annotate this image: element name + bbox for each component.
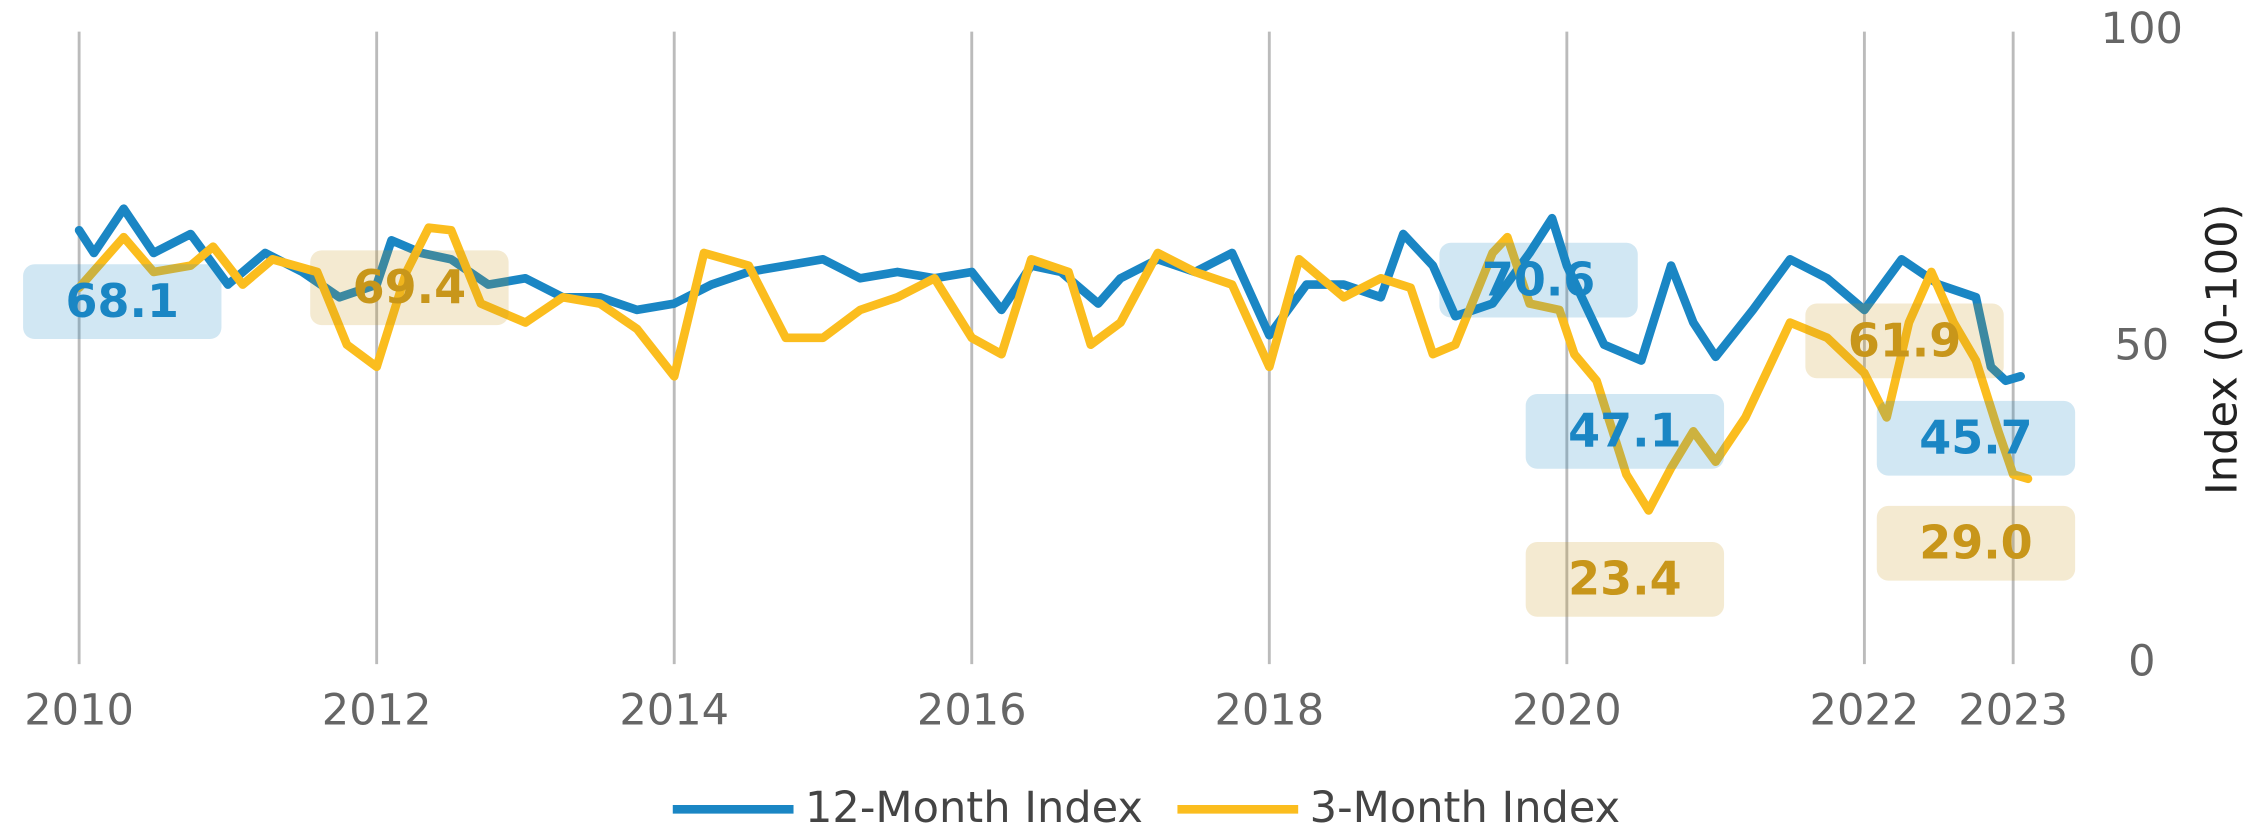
- x-tick-label: 2023: [1958, 685, 2068, 735]
- annotation-box: [23, 264, 222, 340]
- series-line: [74, 223, 2033, 515]
- x-tick-label: 2018: [1214, 685, 1324, 735]
- legend-label: 12-Month Index: [805, 783, 1143, 833]
- annotation: 68.1: [23, 264, 222, 340]
- annotation-box: [1805, 303, 2004, 379]
- series-line: [74, 204, 2025, 386]
- annotation-box: [310, 250, 509, 326]
- legend-item: 3-Month Index: [1177, 783, 1620, 833]
- y-tick-label: 100: [2101, 4, 2183, 54]
- x-tick-label: 2022: [1810, 685, 1920, 735]
- annotation-box: [1439, 242, 1638, 318]
- x-tick-label: 2010: [24, 685, 134, 735]
- annotation: 29.0: [1876, 505, 2076, 581]
- annotation-label: 47.1: [1568, 404, 1681, 458]
- y-tick-label: 0: [2128, 637, 2155, 687]
- annotation-label: 23.4: [1568, 552, 1681, 606]
- legend-item: 12-Month Index: [672, 783, 1143, 833]
- annotation: 47.1: [1525, 393, 1725, 469]
- annotation: 61.9: [1805, 303, 2004, 379]
- annotation-label: 70.6: [1482, 253, 1595, 307]
- annotation: 70.6: [1439, 242, 1638, 318]
- annotation-box: [1525, 393, 1725, 469]
- annotation-label: 45.7: [1919, 411, 2032, 465]
- x-tick-label: 2016: [917, 685, 1027, 735]
- annotation-box: [1876, 505, 2076, 581]
- annotation-label: 69.4: [353, 260, 466, 314]
- y-axis-title: Index (0-100): [2198, 204, 2248, 495]
- x-tick-label: 2014: [619, 685, 729, 735]
- annotation-label: 29.0: [1919, 516, 2032, 570]
- annotation-label: 68.1: [66, 274, 179, 328]
- x-tick-label: 2020: [1512, 685, 1622, 735]
- annotation: 45.7: [1876, 400, 2076, 476]
- annotation-box: [1876, 400, 2076, 476]
- x-tick-label: 2012: [322, 685, 432, 735]
- annotation: 69.4: [310, 250, 509, 326]
- annotation: 23.4: [1525, 541, 1725, 617]
- y-tick-label: 50: [2114, 320, 2169, 370]
- annotation-label: 61.9: [1848, 313, 1961, 367]
- legend-label: 3-Month Index: [1310, 783, 1620, 833]
- annotation-box: [1525, 541, 1725, 617]
